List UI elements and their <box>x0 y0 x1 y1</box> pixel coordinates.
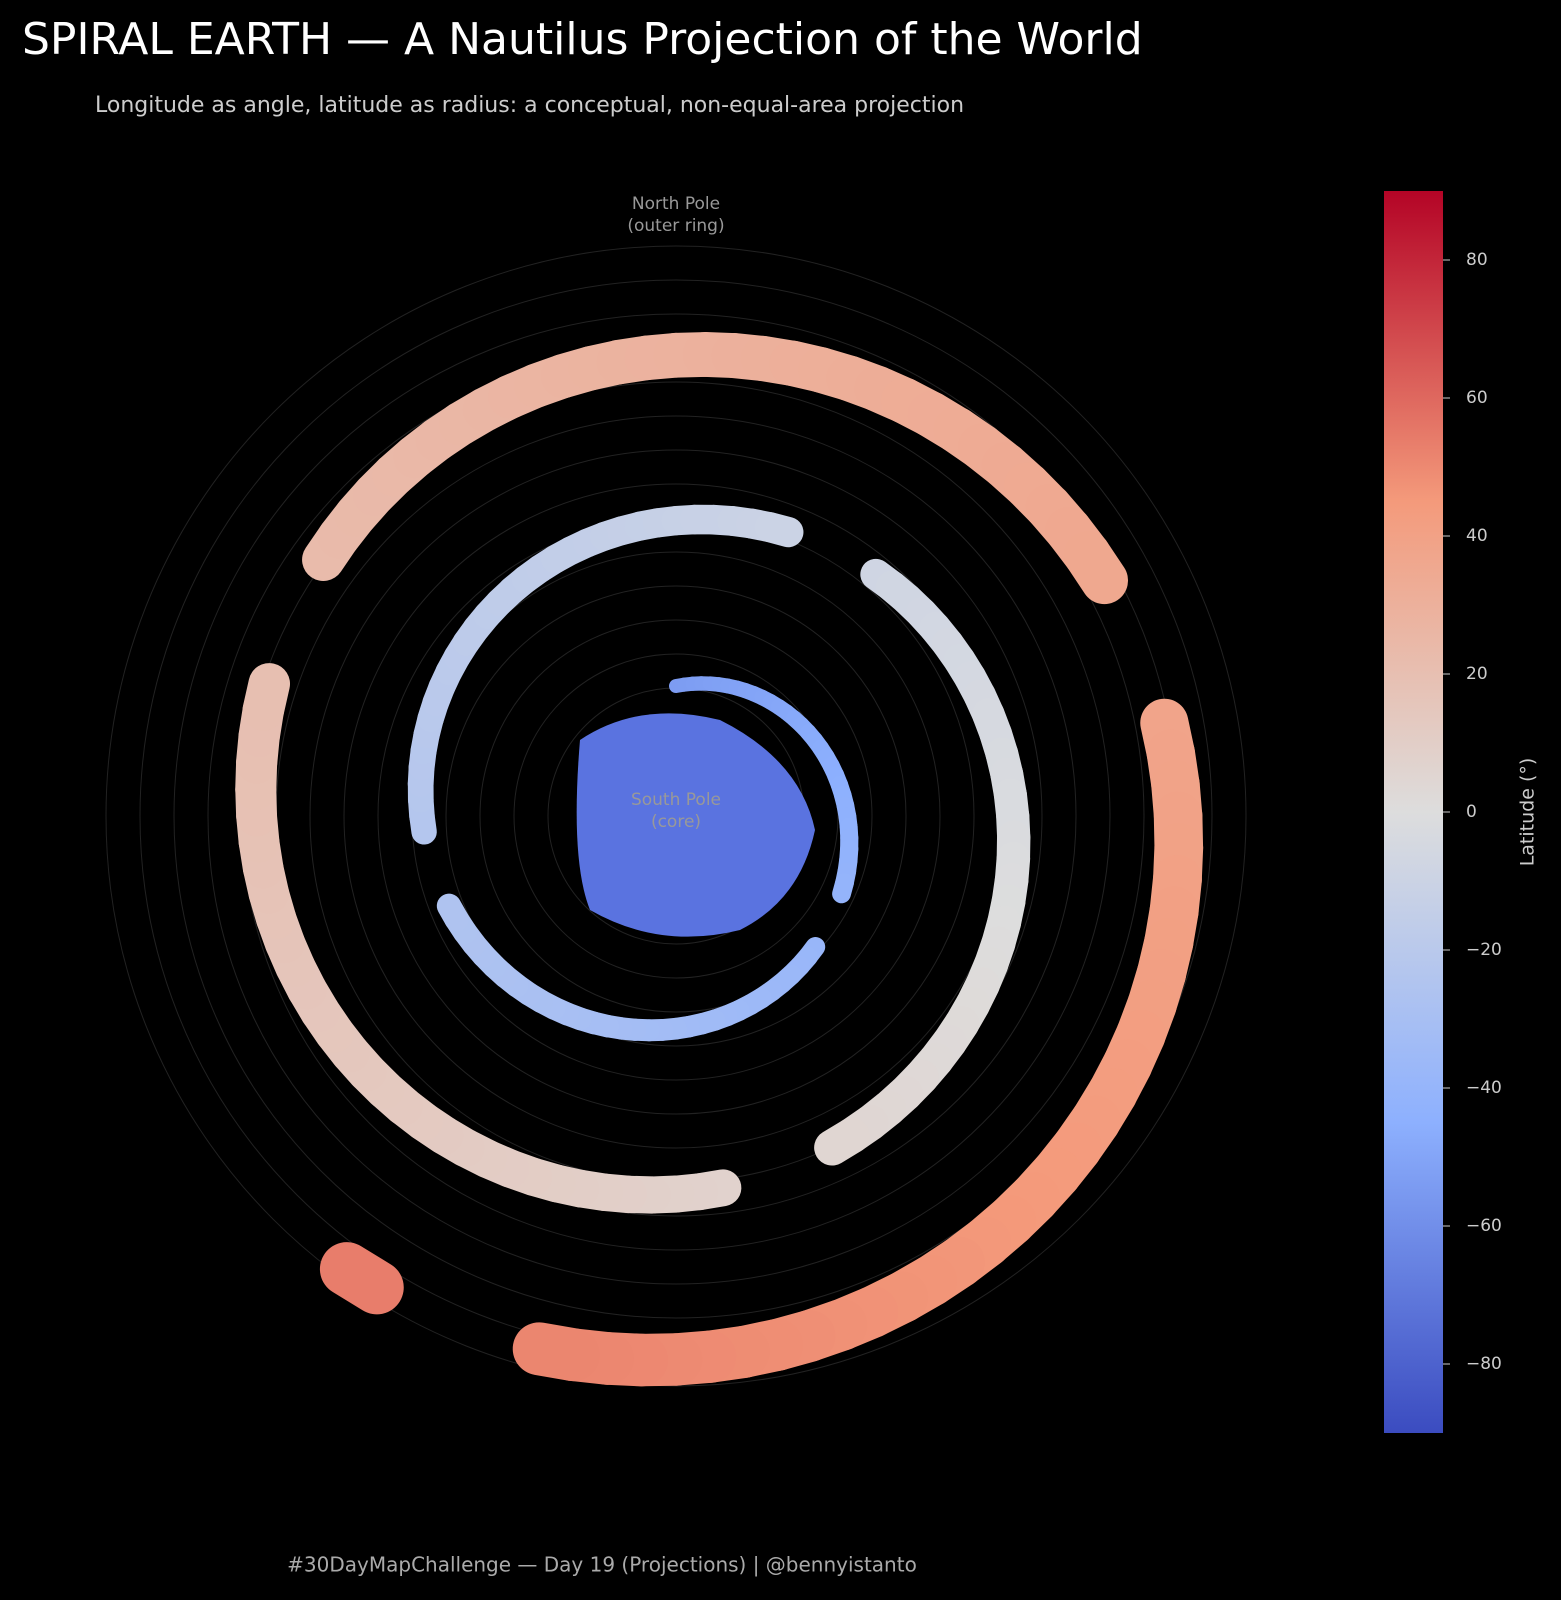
land-band <box>512 1322 600 1382</box>
colorbar-tick-label: 40 <box>1466 526 1488 546</box>
colorbar-tick-label: −40 <box>1466 1078 1502 1098</box>
colorbar-tick-label: −20 <box>1466 940 1502 960</box>
subtitle: Longitude as angle, latitude as radius: … <box>95 93 964 118</box>
south-label: (core) <box>651 812 701 832</box>
graticule <box>445 585 907 1047</box>
north-label: North Pole <box>632 194 720 214</box>
colorbar-tick-label: 0 <box>1466 802 1477 822</box>
title: SPIRAL EARTH — A Nautilus Projection of … <box>22 14 1143 65</box>
colorbar-tick-label: 60 <box>1466 388 1488 408</box>
graticule <box>513 653 839 979</box>
colorbar-tick-label: 20 <box>1466 664 1488 684</box>
colorbar-ticks: −80 −60 −40 −20 0 20 40 60 80 <box>1443 250 1502 1374</box>
land-band <box>242 663 291 731</box>
land-band <box>754 512 804 548</box>
south-label: South Pole <box>631 790 721 810</box>
colorbar <box>1384 191 1443 1433</box>
colorbar-tick-label: 80 <box>1466 250 1488 270</box>
land-band <box>319 1242 404 1315</box>
colorbar-tick-label: −80 <box>1466 1354 1502 1374</box>
spiral-map <box>105 245 1247 1387</box>
colorbar-label: Latitude (°) <box>1517 758 1539 867</box>
footer: #30DayMapChallenge — Day 19 (Projections… <box>287 1553 917 1577</box>
land-band <box>436 893 469 932</box>
graticule <box>105 245 1247 1387</box>
north-label: (outer ring) <box>627 216 724 236</box>
antarctica <box>576 713 815 937</box>
land-band <box>1063 531 1129 605</box>
land-band <box>814 1117 870 1166</box>
colorbar-tick-label: −60 <box>1466 1216 1502 1236</box>
land-band <box>832 873 854 904</box>
graticule <box>479 619 873 1013</box>
